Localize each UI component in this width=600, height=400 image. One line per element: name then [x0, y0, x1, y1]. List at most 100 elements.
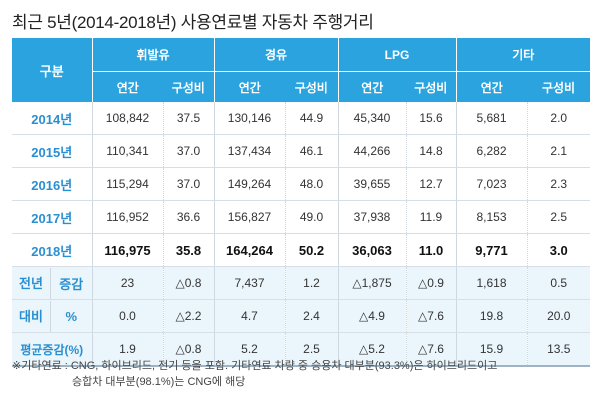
- subheader-annual: 연간: [213, 71, 285, 102]
- subheader-share: 구성비: [406, 71, 457, 102]
- table-cell: 11.9: [405, 200, 457, 234]
- table-row: 2015년 110,341 37.0 137,434 46.1 44,266 1…: [12, 134, 591, 168]
- subheader-annual: 연간: [455, 71, 528, 102]
- table-cell: 37.5: [162, 102, 214, 135]
- table-cell: △1,875: [337, 266, 406, 300]
- average-row: 평균증감(%) 1.9 △0.8 5.2 2.5 △5.2 △7.6 15.9 …: [12, 332, 591, 367]
- table-cell: 12.7: [405, 167, 457, 201]
- table-cell: 23: [91, 266, 163, 300]
- table-cell: 149,264: [213, 167, 285, 201]
- table-cell: 156,827: [213, 200, 285, 234]
- table-cell: 4.7: [213, 299, 285, 333]
- table-cell: 45,340: [337, 102, 406, 135]
- header-gasoline: 휘발유: [92, 38, 214, 72]
- footnote: ※기타연료 : CNG, 하이브리드, 전기 등을 포함. 기타연료 차량 중 …: [12, 358, 497, 390]
- table-cell: △7.6: [405, 332, 457, 367]
- table-cell: 15.6: [405, 102, 457, 135]
- table-cell: 37.0: [162, 167, 214, 201]
- table-cell: 2.5: [284, 332, 338, 367]
- table-cell: 7,437: [213, 266, 285, 300]
- comparison-main-label: 전년: [12, 268, 51, 299]
- table-cell: 20.0: [526, 299, 591, 333]
- row-label: 2018년: [12, 233, 92, 267]
- comparison-row: 대비 % 0.0 △2.2 4.7 2.4 △4.9 △7.6 19.8 20.…: [12, 299, 591, 333]
- table-cell: 2.0: [526, 102, 591, 135]
- table-cell: 49.0: [284, 200, 338, 234]
- table-cell: 108,842: [91, 102, 163, 135]
- table-cell: 2.5: [526, 200, 591, 234]
- table-cell: 164,264: [213, 233, 285, 267]
- table-cell: 44,266: [337, 134, 406, 168]
- table-cell: △0.8: [162, 266, 214, 300]
- table-cell: △4.9: [337, 299, 406, 333]
- table-row: 2018년 116,975 35.8 164,264 50.2 36,063 1…: [12, 233, 591, 267]
- subheader-share: 구성비: [527, 71, 591, 102]
- table-cell: 35.8: [162, 233, 214, 267]
- average-label: 평균증감(%): [12, 332, 92, 367]
- page-title: 최근 5년(2014-2018년) 사용연료별 자동차 주행거리: [12, 13, 374, 32]
- header-gubun: 구분: [12, 38, 93, 102]
- table-cell: 48.0: [284, 167, 338, 201]
- table-cell: 14.8: [405, 134, 457, 168]
- table-cell: 0.5: [526, 266, 591, 300]
- table-cell: 37.0: [162, 134, 214, 168]
- table-cell: 7,023: [455, 167, 528, 201]
- table-cell: 3.0: [526, 233, 591, 267]
- mileage-table: 구분 휘발유 경유 LPG 기타 연간 구성비 연간 구성비 연간 구성비 연간…: [12, 38, 591, 367]
- table-cell: 36.6: [162, 200, 214, 234]
- table-cell: 50.2: [284, 233, 338, 267]
- table-cell: △7.6: [405, 299, 457, 333]
- table-cell: 19.8: [455, 299, 528, 333]
- comparison-row: 전년 증감 23 △0.8 7,437 1.2 △1,875 △0.9 1,61…: [12, 266, 591, 300]
- table-cell: 37,938: [337, 200, 406, 234]
- comparison-label: 대비 %: [12, 299, 92, 333]
- table-cell: 15.9: [455, 332, 528, 367]
- table-cell: 110,341: [91, 134, 163, 168]
- table-cell: 0.0: [91, 299, 163, 333]
- header-diesel: 경유: [213, 38, 338, 72]
- table-cell: 5,681: [455, 102, 528, 135]
- comparison-sub-label: 증감: [50, 267, 92, 299]
- table-cell: 39,655: [337, 167, 406, 201]
- table-cell: △2.2: [162, 299, 214, 333]
- table-cell: 9,771: [455, 233, 528, 267]
- footnote-line2: 승합차 대부분(98.1%)는 CNG에 해당: [72, 376, 246, 388]
- table-cell: 130,146: [213, 102, 285, 135]
- comparison-label-line1: 전년: [19, 275, 43, 291]
- table-cell: △5.2: [337, 332, 406, 367]
- comparison-sub-label: %: [50, 300, 92, 332]
- row-label: 2016년: [12, 167, 92, 201]
- table-cell: 137,434: [213, 134, 285, 168]
- comparison-label: 전년 증감: [12, 266, 92, 300]
- table-cell: 2.3: [526, 167, 591, 201]
- row-label: 2015년: [12, 134, 92, 168]
- comparison-label-grid: 대비 %: [12, 300, 92, 332]
- header-lpg: LPG: [337, 38, 457, 72]
- row-label: 2014년: [12, 102, 92, 135]
- comparison-label-grid: 전년 증감: [12, 267, 92, 299]
- table-cell: 116,975: [91, 233, 163, 267]
- table-cell: 115,294: [91, 167, 163, 201]
- table-cell: 6,282: [455, 134, 528, 168]
- subheader-annual: 연간: [92, 71, 163, 102]
- table-cell: 8,153: [455, 200, 528, 234]
- table-cell: 1.2: [284, 266, 338, 300]
- table-row: 2017년 116,952 36.6 156,827 49.0 37,938 1…: [12, 200, 591, 234]
- table-row: 2014년 108,842 37.5 130,146 44.9 45,340 1…: [12, 102, 591, 135]
- row-label: 2017년: [12, 200, 92, 234]
- table-cell: 2.4: [284, 299, 338, 333]
- table-cell: 11.0: [405, 233, 457, 267]
- table-cell: 5.2: [213, 332, 285, 367]
- comparison-main-label: 대비: [12, 301, 51, 332]
- table-cell: 1,618: [455, 266, 528, 300]
- table-cell: △0.9: [405, 266, 457, 300]
- table-cell: 1.9: [91, 332, 163, 367]
- table-cell: △0.8: [162, 332, 214, 367]
- table-cell: 116,952: [91, 200, 163, 234]
- table-cell: 46.1: [284, 134, 338, 168]
- comparison-label-line2: 대비: [19, 308, 43, 324]
- table-cell: 44.9: [284, 102, 338, 135]
- table-cell: 2.1: [526, 134, 591, 168]
- table-cell: 36,063: [337, 233, 406, 267]
- footnote-line1: ※기타연료 : CNG, 하이브리드, 전기 등을 포함. 기타연료 차량 중 …: [12, 360, 498, 372]
